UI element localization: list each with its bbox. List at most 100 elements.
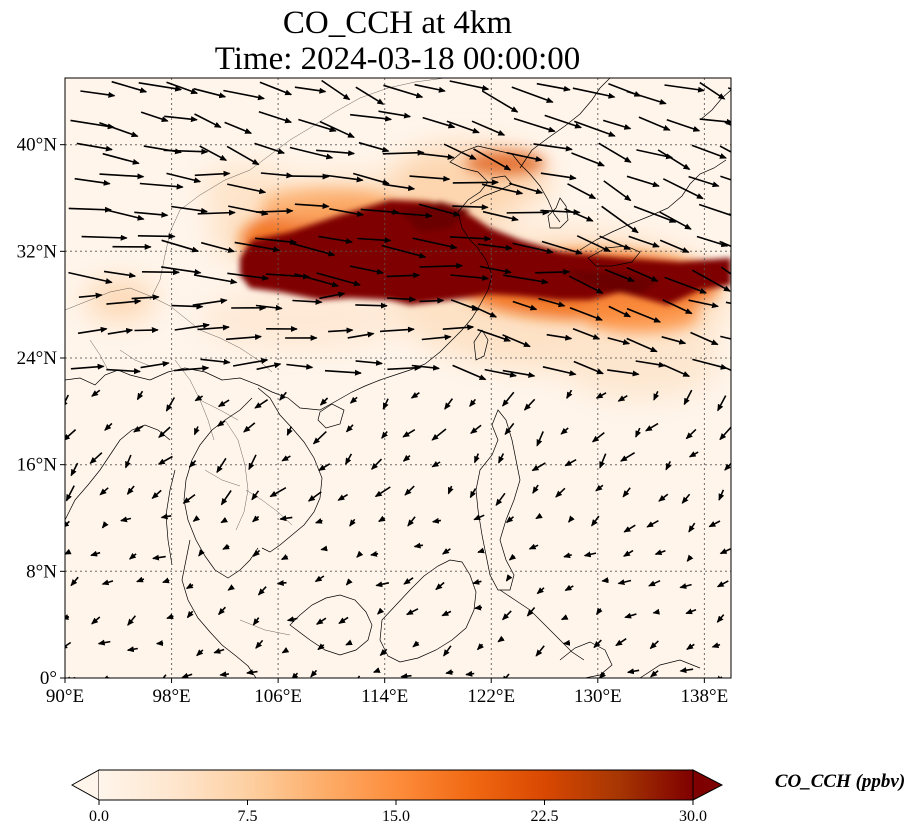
wind-arrow bbox=[213, 647, 225, 654]
wind-arrow bbox=[80, 90, 116, 98]
wind-arrow bbox=[136, 576, 145, 583]
wind-arrow bbox=[568, 515, 575, 523]
wind-arrow bbox=[476, 643, 484, 651]
wind-arrow bbox=[431, 517, 442, 524]
wind-arrow bbox=[286, 363, 314, 370]
wind-arrow bbox=[161, 239, 200, 253]
wind-arrow bbox=[691, 144, 727, 159]
wind-arrow bbox=[279, 515, 293, 522]
lat-tick-label: 40°N bbox=[17, 135, 58, 156]
wind-arrow bbox=[160, 513, 172, 520]
wind-arrow bbox=[484, 368, 517, 378]
wind-arrow bbox=[254, 399, 269, 409]
wind-arrow bbox=[531, 462, 546, 472]
wind-arrow bbox=[104, 422, 113, 431]
wind-arrow bbox=[535, 645, 545, 657]
wind-arrow bbox=[120, 516, 132, 523]
colorbar-extend-min bbox=[70, 769, 100, 801]
wind-arrow bbox=[593, 639, 602, 649]
wind-arrow bbox=[97, 639, 111, 646]
lon-tick-label: 122°E bbox=[467, 686, 515, 707]
wind-arrow bbox=[165, 397, 176, 412]
colorbar-extend-max bbox=[692, 769, 724, 801]
wind-arrow bbox=[564, 584, 574, 592]
wind-arrow bbox=[65, 520, 70, 528]
wind-arrow bbox=[724, 462, 731, 471]
wind-arrow bbox=[141, 269, 180, 276]
wind-arrow bbox=[321, 79, 351, 101]
wind-arrow bbox=[479, 265, 512, 275]
colorbar-tick-label: 15.0 bbox=[382, 808, 410, 825]
wind-arrow bbox=[410, 392, 420, 399]
wind-arrow bbox=[360, 208, 400, 216]
wind-arrow bbox=[509, 182, 544, 195]
wind-arrow bbox=[698, 203, 731, 217]
wind-arrow bbox=[685, 428, 697, 440]
wind-arrow bbox=[226, 334, 262, 341]
wind-arrow bbox=[443, 143, 477, 160]
wind-arrow bbox=[181, 672, 193, 678]
wind-arrow bbox=[502, 391, 515, 407]
wind-arrow bbox=[286, 426, 293, 436]
wind-arrow bbox=[292, 298, 323, 305]
map-title-line-2: Time: 2024-03-18 00:00:00 bbox=[214, 41, 581, 77]
wind-arrow bbox=[542, 366, 577, 376]
wind-arrow bbox=[720, 175, 731, 181]
wind-arrow bbox=[111, 80, 148, 93]
wind-arrow bbox=[227, 272, 270, 281]
wind-arrow bbox=[560, 427, 569, 435]
wind-arrow bbox=[286, 616, 298, 623]
wind-arrow bbox=[200, 241, 236, 253]
wind-arrow bbox=[155, 640, 164, 647]
wind-arrow bbox=[70, 363, 105, 370]
wind-arrow bbox=[662, 178, 704, 200]
wind-arrow bbox=[259, 81, 293, 96]
wind-arrow bbox=[227, 584, 235, 591]
wind-arrow bbox=[626, 307, 662, 323]
wind-arrow bbox=[232, 358, 269, 367]
wind-arrow bbox=[536, 431, 544, 447]
wind-arrow bbox=[193, 426, 200, 436]
wind-arrow bbox=[194, 394, 204, 402]
wind-arrow bbox=[298, 118, 337, 133]
wind-arrow bbox=[381, 430, 388, 439]
wind-arrow bbox=[65, 485, 75, 502]
wind-arrow bbox=[345, 453, 353, 465]
wind-arrow bbox=[601, 577, 609, 584]
wind-arrow bbox=[662, 299, 693, 315]
lon-tick-label: 130°E bbox=[574, 686, 622, 707]
wind-arrow bbox=[626, 266, 659, 282]
wind-arrow bbox=[435, 581, 445, 591]
wind-arrow bbox=[194, 113, 222, 129]
wind-arrow bbox=[104, 208, 145, 221]
wind-arrow bbox=[137, 233, 176, 240]
wind-arrow bbox=[198, 549, 205, 557]
lat-tick-label: 32°N bbox=[17, 241, 58, 262]
colorbar-tick-label: 0.0 bbox=[89, 808, 109, 825]
wind-arrow bbox=[106, 298, 142, 305]
wind-arrow bbox=[450, 274, 490, 281]
wind-arrow bbox=[409, 175, 451, 182]
wind-arrow bbox=[445, 669, 454, 675]
wind-arrow bbox=[193, 87, 227, 99]
wind-arrow bbox=[379, 326, 415, 333]
wind-arrow bbox=[536, 82, 571, 92]
wind-arrow bbox=[541, 240, 583, 255]
wind-arrow bbox=[186, 610, 194, 619]
wind-arrow bbox=[65, 548, 72, 555]
wind-arrow bbox=[477, 328, 512, 342]
wind-arrow bbox=[699, 118, 731, 125]
wind-arrow bbox=[528, 543, 539, 550]
wind-arrow bbox=[626, 175, 660, 188]
wind-arrow bbox=[139, 182, 184, 190]
wind-arrow bbox=[378, 515, 386, 523]
wind-arrow bbox=[502, 334, 531, 348]
wind-arrow bbox=[133, 425, 144, 433]
wind-arrow bbox=[683, 389, 693, 406]
wind-arrow bbox=[318, 235, 353, 244]
co-concentration-field bbox=[85, 145, 731, 400]
wind-arrow bbox=[495, 492, 506, 507]
wind-arrow bbox=[316, 272, 361, 287]
wind-arrow bbox=[77, 326, 108, 335]
wind-arrow bbox=[323, 174, 364, 183]
